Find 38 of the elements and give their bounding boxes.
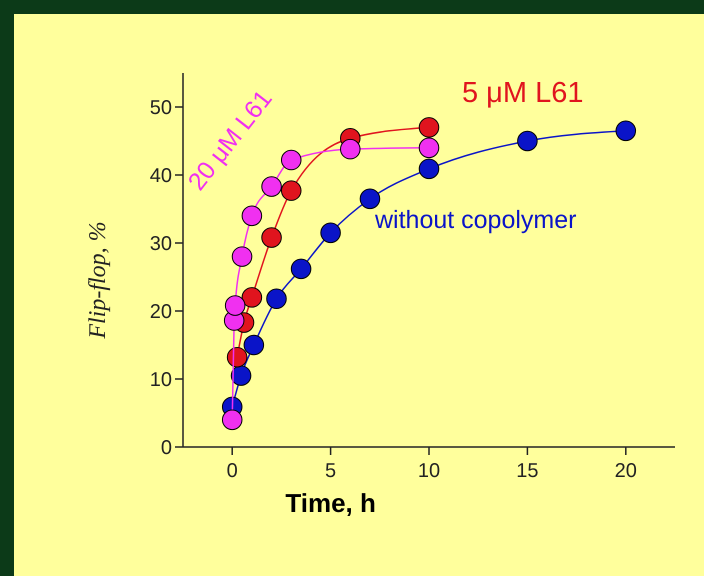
y-tick-label: 50 [150, 97, 172, 119]
point [280, 150, 302, 170]
point [616, 120, 636, 142]
series-label: 5 μM L61 [462, 77, 584, 109]
y-tick-label: 40 [150, 165, 172, 187]
x-tick-label: 5 [325, 460, 336, 482]
y-tick-label: 20 [150, 301, 172, 323]
point [222, 410, 242, 430]
y-tick-label: 30 [150, 233, 172, 255]
point [517, 130, 538, 152]
x-axis-title: Time, h [285, 488, 376, 518]
point [266, 288, 287, 310]
point [224, 295, 246, 316]
x-tick-label: 0 [226, 460, 238, 482]
x-tick-label: 10 [418, 460, 440, 482]
point [261, 227, 282, 248]
point [418, 138, 440, 158]
series-label: without copolymer [374, 206, 576, 234]
point [320, 222, 341, 244]
point [261, 176, 282, 197]
x-tick-label: 20 [614, 460, 637, 482]
point [360, 188, 380, 210]
x-tick-label: 15 [516, 460, 539, 482]
point [340, 138, 361, 160]
point [244, 334, 264, 356]
text: 20 μM L61 [182, 84, 278, 196]
point [230, 365, 252, 386]
y-tick-label: 10 [150, 369, 172, 391]
point [280, 180, 302, 201]
point [418, 117, 440, 138]
point [290, 258, 312, 280]
y-axis-title: Flip-flop, % [85, 221, 111, 340]
point [418, 158, 440, 180]
point [226, 346, 248, 368]
y-tick-label: 0 [160, 437, 172, 459]
point [232, 246, 252, 267]
point [242, 206, 262, 226]
point [242, 287, 262, 308]
